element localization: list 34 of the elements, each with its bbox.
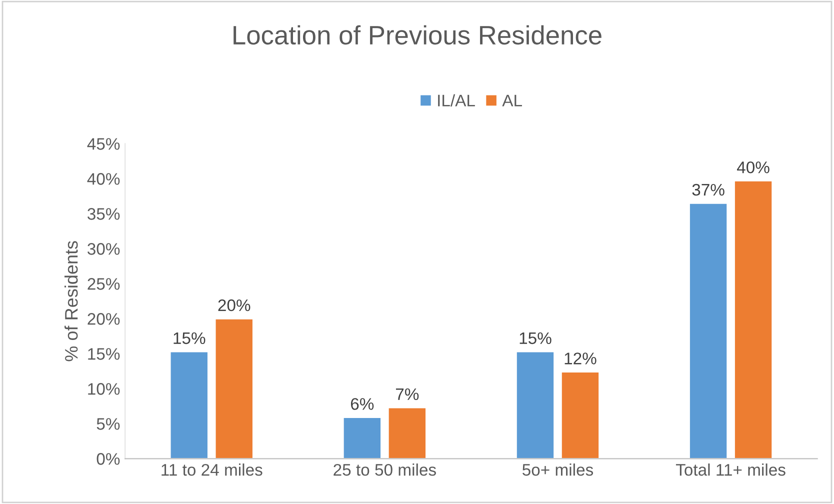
data-label: 12% bbox=[564, 352, 596, 364]
bar bbox=[516, 350, 555, 459]
bar bbox=[734, 180, 774, 459]
y-tick-label: 15% bbox=[88, 348, 120, 360]
y-tick-label: 0% bbox=[96, 453, 120, 465]
bar bbox=[387, 406, 427, 459]
bar bbox=[688, 202, 728, 459]
y-tick-label: 30% bbox=[88, 243, 120, 255]
x-tick-label: 5o+ miles bbox=[522, 464, 594, 476]
legend-label: IL/AL bbox=[438, 94, 475, 106]
bar bbox=[560, 371, 600, 459]
bar bbox=[214, 318, 254, 459]
y-tick-label: 35% bbox=[88, 208, 120, 220]
x-tick-label: Total 11+ miles bbox=[676, 464, 786, 476]
data-label: 37% bbox=[692, 184, 724, 196]
bar bbox=[169, 350, 209, 459]
data-label: 40% bbox=[736, 161, 770, 174]
data-label: 20% bbox=[218, 299, 250, 312]
y-tick-label: 20% bbox=[88, 313, 120, 325]
legend-label: AL bbox=[502, 94, 522, 106]
y-axis-title: % of Residents bbox=[64, 241, 78, 362]
bar bbox=[342, 416, 382, 459]
data-label: 7% bbox=[396, 388, 419, 400]
y-tick-label: 45% bbox=[87, 138, 120, 150]
x-tick-label: 11 to 24 miles bbox=[162, 464, 262, 476]
y-tick-label: 10% bbox=[88, 383, 120, 395]
y-tick-label: 25% bbox=[88, 278, 120, 290]
y-tick-label: 40% bbox=[87, 173, 120, 185]
y-tick-label: 5% bbox=[96, 418, 120, 430]
chart-title: Location of Previous Residence bbox=[234, 25, 602, 45]
data-label: 15% bbox=[520, 332, 552, 344]
data-label: 6% bbox=[350, 398, 374, 410]
data-label: 15% bbox=[174, 332, 206, 344]
x-tick-label: 25 to 50 miles bbox=[334, 464, 436, 476]
